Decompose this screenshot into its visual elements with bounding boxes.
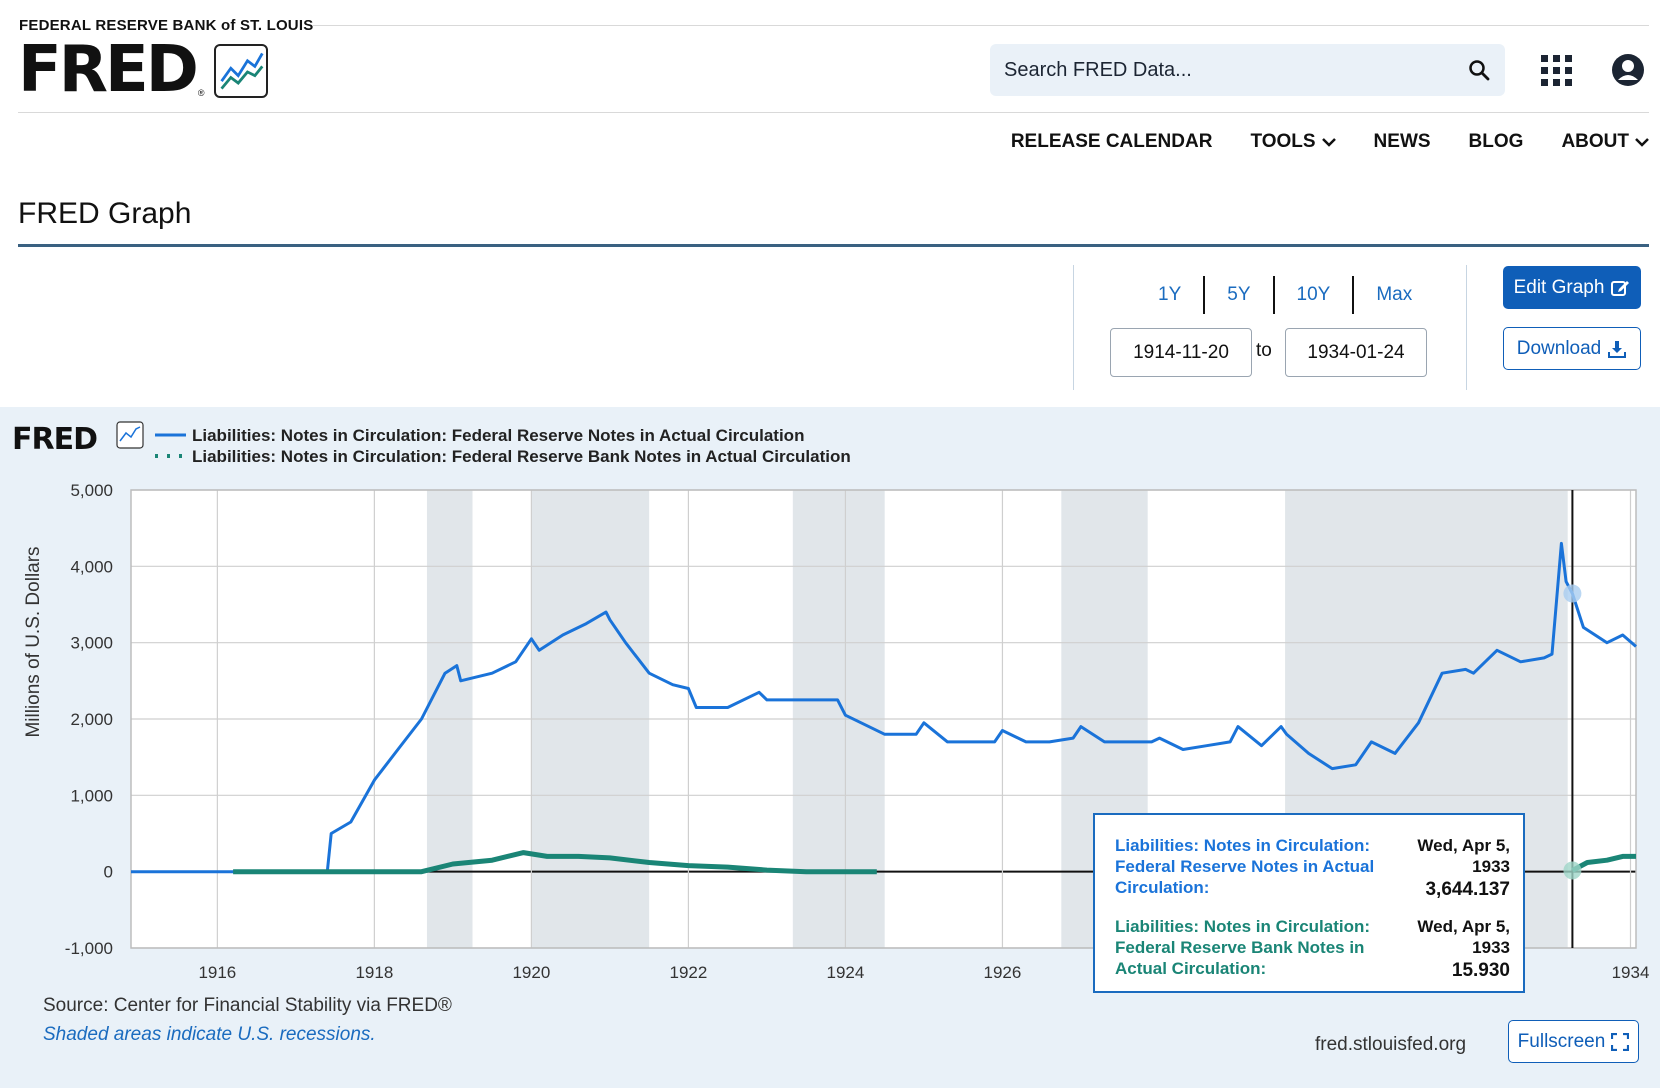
download-label: Download (1516, 337, 1602, 359)
series-line-bank-notes (1571, 853, 1636, 873)
x-tick-label: 1922 (669, 963, 707, 982)
recession-note[interactable]: Shaded areas indicate U.S. recessions. (43, 1024, 376, 1045)
legend: Liabilities: Notes in Circulation: Feder… (155, 426, 851, 466)
search-field[interactable]: Search FRED Data... (990, 44, 1505, 96)
x-tick-label: 1916 (198, 963, 236, 982)
nav-blog[interactable]: BLOG (1469, 131, 1524, 153)
logo-wordmark: FRED (18, 33, 199, 107)
hover-tooltip: Liabilities: Notes in Circulation: Feder… (1093, 813, 1525, 993)
x-tick-label: 1924 (827, 963, 865, 982)
range-5y-button[interactable]: 5Y (1203, 276, 1272, 314)
tooltip-series2-date: Wed, Apr 5, 1933 (1417, 917, 1510, 957)
chart-logo: FRED (12, 421, 144, 457)
tooltip-series2-reading: Wed, Apr 5, 1933 15.930 (1380, 916, 1510, 981)
x-tick-label: 1920 (512, 963, 550, 982)
tooltip-series1-value: 3,644.137 (1425, 879, 1510, 900)
logo-registered-mark: ® (197, 88, 205, 98)
chart-logo-icon (116, 421, 144, 449)
hover-marker-series1 (1563, 584, 1582, 603)
tooltip-series2-value: 15.930 (1451, 960, 1510, 981)
series-line-reserve-notes (131, 541, 1637, 874)
y-tick-label: 2,000 (70, 710, 113, 729)
fullscreen-label: Fullscreen (1517, 1030, 1606, 1052)
x-tick-label: 1926 (984, 963, 1022, 982)
range-buttons: 1Y 5Y 10Y Max (1136, 276, 1434, 314)
download-icon (1608, 340, 1627, 358)
user-account-icon[interactable] (1611, 53, 1645, 87)
y-tick-label: 3,000 (70, 634, 113, 653)
edit-graph-button[interactable]: Edit Graph (1503, 266, 1641, 309)
nav-tools[interactable]: TOOLS (1250, 131, 1336, 153)
start-date-input[interactable]: 1914-11-20 (1110, 328, 1252, 377)
y-tick-label: 5,000 (70, 481, 113, 500)
chart-logo-wordmark: FRED (12, 422, 97, 457)
edit-graph-label: Edit Graph (1513, 276, 1605, 298)
search-input[interactable]: Search FRED Data... (1004, 58, 1192, 81)
chart-source: Source: Center for Financial Stability v… (43, 995, 452, 1016)
y-tick-label: 0 (104, 863, 113, 882)
page-title: FRED Graph (18, 197, 192, 230)
header-rule (313, 25, 1649, 26)
apps-grid-icon[interactable] (1540, 54, 1574, 88)
logo-chart-icon (214, 44, 269, 98)
nav-label: ABOUT (1561, 131, 1629, 152)
end-date-input[interactable]: 1934-01-24 (1285, 328, 1427, 377)
nav-rule (18, 112, 1649, 113)
nav-news[interactable]: NEWS (1374, 131, 1431, 153)
y-tick-label: 4,000 (70, 557, 113, 576)
plot-border (130, 489, 1637, 949)
fullscreen-button[interactable]: Fullscreen (1508, 1020, 1639, 1063)
tooltip-series1-reading: Wed, Apr 5, 1933 3,644.137 (1380, 835, 1510, 900)
legend-label-series2: Liabilities: Notes in Circulation: Feder… (192, 447, 851, 466)
series-line-bank-notes (233, 850, 877, 875)
controls-divider (1073, 265, 1074, 390)
chevron-down-icon (1635, 138, 1649, 147)
nav-release-calendar[interactable]: RELEASE CALENDAR (1011, 131, 1213, 153)
x-tick-label: 1918 (355, 963, 393, 982)
edit-icon (1611, 280, 1630, 296)
nav-label: RELEASE CALENDAR (1010, 131, 1213, 152)
site-url[interactable]: fred.stlouisfed.org (1315, 1034, 1467, 1055)
controls-divider (1466, 265, 1467, 390)
to-label: to (1256, 340, 1272, 361)
y-axis-label: Millions of U.S. Dollars (23, 546, 44, 737)
range-1y-button[interactable]: 1Y (1158, 284, 1182, 305)
hover-marker-series2 (1563, 861, 1582, 880)
org-name: FEDERAL RESERVE BANK of ST. LOUIS (19, 17, 314, 34)
nav-about[interactable]: ABOUT (1561, 131, 1649, 153)
fred-logo[interactable]: FRED ® (18, 33, 269, 107)
range-max-button[interactable]: Max (1352, 276, 1434, 314)
tooltip-series1-date: Wed, Apr 5, 1933 (1417, 836, 1510, 876)
chevron-down-icon (1321, 138, 1336, 147)
download-button[interactable]: Download (1503, 327, 1641, 370)
tooltip-series2-label: Liabilities: Notes in Circulation: Feder… (1115, 917, 1371, 978)
range-10y-button[interactable]: 10Y (1272, 276, 1353, 314)
x-tick-label: 1934 (1612, 963, 1650, 982)
fullscreen-icon (1611, 1032, 1630, 1051)
nav-label: NEWS (1373, 131, 1431, 152)
legend-label-series1: Liabilities: Notes in Circulation: Feder… (192, 426, 804, 445)
tooltip-series1-label: Liabilities: Notes in Circulation: Feder… (1115, 836, 1375, 897)
y-tick-label: 1,000 (70, 786, 113, 805)
main-nav: RELEASE CALENDAR TOOLS NEWS BLOG ABOUT (1011, 131, 1649, 153)
y-tick-label: -1,000 (65, 939, 113, 958)
nav-label: TOOLS (1250, 131, 1316, 152)
title-rule (18, 244, 1649, 247)
nav-label: BLOG (1468, 131, 1524, 152)
search-icon[interactable] (1467, 58, 1491, 82)
